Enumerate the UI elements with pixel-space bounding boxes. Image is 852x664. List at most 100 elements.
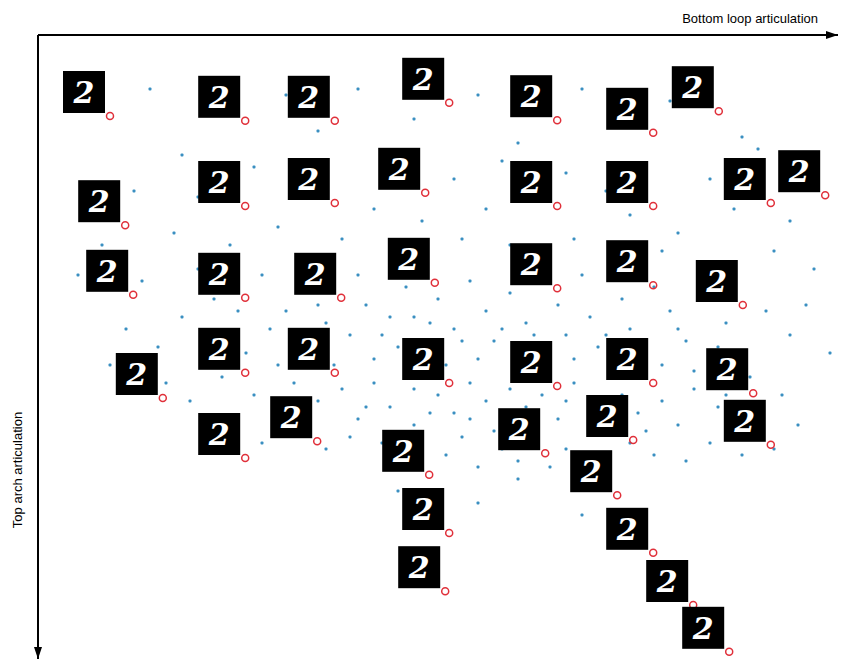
scatter-point (293, 382, 296, 385)
thumbnail: 2 (498, 408, 549, 457)
thumbnail-digit: 2 (280, 400, 302, 435)
thumbnail-point (822, 192, 829, 199)
thumbnail-image (606, 88, 648, 130)
thumbnail-digit: 2 (520, 165, 542, 200)
scatter-point (357, 88, 360, 91)
thumbnail-digit: 2 (208, 332, 230, 367)
scatter-point (397, 490, 400, 493)
scatter-point (661, 400, 664, 403)
x-axis-title: Bottom loop articulation (682, 11, 818, 26)
thumbnail-image (288, 328, 330, 370)
scatter-point (509, 388, 512, 391)
thumbnail-digit: 2 (304, 257, 326, 292)
scatter-point (477, 358, 480, 361)
thumbnail-point (426, 471, 433, 478)
thumbnail: 2 (402, 488, 453, 537)
thumbnail-point (314, 438, 321, 445)
scatter-point (389, 406, 392, 409)
thumbnail-point (726, 648, 733, 655)
thumbnail-point (750, 390, 757, 397)
scatter-point (565, 172, 568, 175)
thumbnail-digit: 2 (412, 492, 434, 527)
scatter-point (437, 394, 440, 397)
thumbnail-digit: 2 (616, 342, 638, 377)
scatter-point (525, 322, 528, 325)
thumbnail-point (130, 291, 137, 298)
scatter-point (645, 430, 648, 433)
thumbnail-point (767, 441, 774, 448)
thumbnail: 2 (288, 158, 339, 207)
thumbnail-image (78, 180, 120, 222)
scatter-point (725, 394, 728, 397)
scatter-point (749, 376, 752, 379)
scatter-point (717, 406, 720, 409)
scatter-point (773, 250, 776, 253)
scatter-point (437, 298, 440, 301)
thumbnail: 2 (198, 413, 249, 462)
scatter-point (213, 298, 216, 301)
thumbnail-image (606, 338, 648, 380)
scatter-point (557, 304, 560, 307)
scatter-point (261, 274, 264, 277)
scatter-point (765, 310, 768, 313)
thumbnail-point (331, 369, 338, 376)
thumbnail-point (554, 383, 561, 390)
thumbnail-point (331, 200, 338, 207)
thumbnail-image (510, 341, 552, 383)
thumbnail-image (402, 488, 444, 530)
scatter-point (541, 394, 544, 397)
scatter-point (405, 286, 408, 289)
thumbnail-image (706, 348, 748, 390)
thumbnail-digit: 2 (388, 152, 410, 187)
thumbnail-image (378, 148, 420, 190)
thumbnail-image (198, 328, 240, 370)
scatter-point (501, 328, 504, 331)
scatter-point (245, 352, 248, 355)
thumbnail-image (294, 253, 336, 295)
scatter-point (653, 454, 656, 457)
thumbnail: 2 (402, 58, 453, 107)
x-axis (38, 34, 838, 36)
thumbnail-digit: 2 (208, 257, 230, 292)
thumbnail-digit: 2 (412, 62, 434, 97)
scatter-point (477, 94, 480, 97)
thumbnail-digit: 2 (408, 550, 430, 585)
thumbnail-digit: 2 (508, 412, 530, 447)
thumbnail: 2 (198, 161, 249, 210)
scatter-point (333, 364, 336, 367)
thumbnail-digit: 2 (733, 404, 755, 439)
thumbnail: 2 (198, 253, 249, 301)
thumbnail: 2 (288, 328, 339, 377)
scatter-point (165, 382, 168, 385)
thumbnail: 2 (382, 430, 433, 479)
thumbnail-digit: 2 (125, 357, 147, 392)
scatter-point (789, 220, 792, 223)
scatter-point (221, 376, 224, 379)
scatter-point (717, 346, 720, 349)
thumbnail: 2 (78, 180, 129, 229)
scatter-point (621, 298, 624, 301)
thumbnail: 2 (270, 396, 321, 445)
scatter-point (469, 418, 472, 421)
scatter-point (709, 442, 712, 445)
thumbnail: 2 (288, 76, 339, 125)
scatter-point (693, 388, 696, 391)
thumbnail-digit: 2 (788, 154, 810, 189)
scatter-point (581, 274, 584, 277)
thumbnail: 2 (606, 88, 657, 137)
scatter-point (741, 136, 744, 139)
thumbnail: 2 (606, 508, 657, 557)
thumbnail: 2 (402, 338, 453, 387)
thumbnail-digit: 2 (681, 70, 703, 105)
thumbnail-image (398, 546, 440, 588)
thumbnail-point (739, 302, 746, 309)
scatter-point (325, 322, 328, 325)
scatter-point (397, 346, 400, 349)
thumbnail-image (388, 238, 430, 280)
thumbnail-digit: 2 (616, 244, 638, 279)
scatter-point (517, 478, 520, 481)
scatter-point (509, 292, 512, 295)
thumbnail-digit: 2 (520, 247, 542, 282)
thumbnail: 2 (116, 353, 167, 402)
scatter-point (285, 310, 288, 313)
